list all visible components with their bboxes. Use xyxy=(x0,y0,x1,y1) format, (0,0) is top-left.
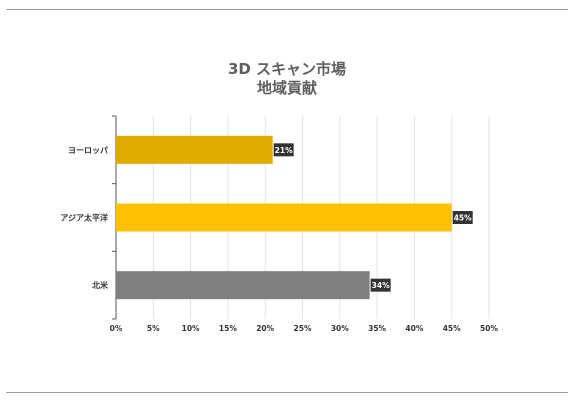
x-tick-label: 5% xyxy=(147,324,160,333)
bar xyxy=(116,271,370,300)
chart-title-line2: 地域貢献 xyxy=(256,79,317,97)
data-label: 34% xyxy=(372,281,390,290)
top-rule xyxy=(6,9,568,10)
chart-title-line1: 3D スキャン市場 xyxy=(227,60,347,78)
bar xyxy=(116,135,273,164)
category-label: ヨーロッパ xyxy=(68,145,108,155)
bar xyxy=(116,203,452,232)
data-label-box xyxy=(452,211,473,224)
data-label: 21% xyxy=(275,146,293,155)
category-label: 北米 xyxy=(92,280,109,290)
x-tick-label: 0% xyxy=(110,324,123,333)
data-label-box xyxy=(273,143,294,157)
x-tick-label: 35% xyxy=(368,324,386,333)
x-tick-label: 15% xyxy=(219,324,237,333)
x-tick-label: 30% xyxy=(331,324,349,333)
x-tick-label: 25% xyxy=(294,324,312,333)
x-tick-label: 20% xyxy=(256,324,274,333)
x-tick-label: 45% xyxy=(443,324,461,333)
data-label-box xyxy=(370,278,391,292)
x-tick-label: 40% xyxy=(405,324,423,333)
x-tick-label: 10% xyxy=(182,324,200,333)
bottom-rule xyxy=(6,392,568,393)
category-label: アジア太平洋 xyxy=(60,213,108,223)
x-tick-label: 50% xyxy=(480,324,498,333)
data-label: 45% xyxy=(454,214,472,223)
